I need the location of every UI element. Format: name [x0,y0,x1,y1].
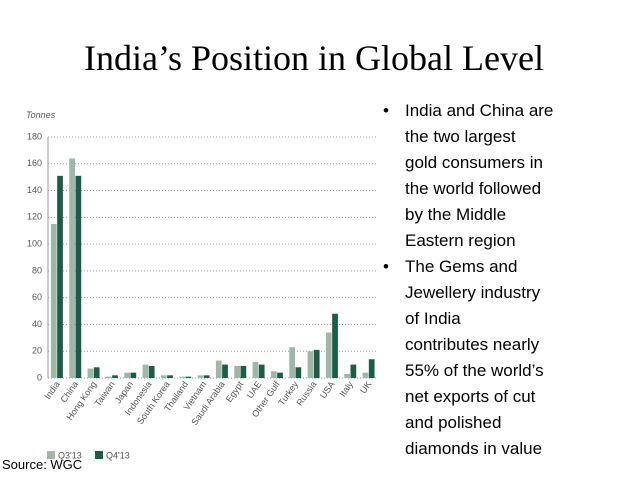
bar [215,360,222,378]
bullet-line: Jewellery industry [405,283,541,302]
y-tick-label: 80 [32,265,42,275]
bar [50,224,57,378]
bullet-line: contributes nearly [405,335,540,354]
y-tick-label: 0 [37,372,42,382]
y-tick-label: 20 [32,346,42,356]
bullet-line: of India [405,309,461,328]
bar [197,375,204,378]
bullet-line: The Gems and [405,257,517,276]
y-tick-label: 60 [32,292,42,302]
bar [160,375,167,378]
y-tick-label: 120 [27,212,42,222]
legend-label: Q4'13 [106,450,130,460]
bar [75,175,82,378]
legend-swatch [95,451,103,459]
x-tick-label: Egypt [224,379,246,404]
bullet-line: net exports of cut [405,387,536,406]
bar [252,361,259,378]
bar [87,368,94,378]
bar [142,364,149,378]
bar [130,372,137,378]
bar [344,373,350,378]
x-tick-label: UK [358,379,373,395]
bar [112,375,118,378]
bar [313,349,320,378]
bullet-line: India and China are [405,101,553,120]
y-tick-label: 40 [32,319,42,329]
x-tick-label: USA [318,379,337,400]
bar [270,371,277,378]
slide-title: India’s Position in Global Level [84,38,544,78]
bar [93,367,100,378]
y-axis-label: Tonnes [26,110,56,120]
bullet-line: 55% of the world’s [405,361,544,380]
bar [295,367,302,378]
bullet-line: Eastern region [405,231,516,250]
bar [362,372,369,378]
bar [69,158,75,378]
bullet-line: gold consumers in [405,153,543,172]
bar [258,364,265,378]
y-tick-label: 100 [27,238,42,248]
bullet-line: by the Middle [405,205,506,224]
bullet-line: the two largest [405,127,516,146]
y-tick-label: 140 [27,185,42,195]
bar [57,175,63,378]
bar [277,372,283,378]
x-tick-label: Russia [294,379,318,407]
bar [124,372,130,378]
bullet-dot: • [383,257,389,276]
bar [289,347,295,378]
bar [325,332,332,378]
bar [234,365,240,378]
bullet-line: the world followed [405,179,541,198]
bar [368,359,375,378]
legend-label: Q3'13 [58,450,82,460]
bar [179,376,185,378]
legend-swatch [47,451,55,459]
bar [240,365,247,378]
bar [203,375,210,378]
bullet-line: and polished [405,413,501,432]
bar [148,365,155,378]
bar [222,364,228,378]
source: Source: WGC [2,457,82,472]
bar [307,351,314,378]
bar [350,364,357,378]
y-tick-label: 180 [27,131,42,141]
bar [185,376,192,378]
bar [105,376,112,378]
x-tick-label: Italy [337,379,355,399]
bullet-line: diamonds in value [405,439,542,458]
y-tick-label: 160 [27,158,42,168]
bar [167,375,173,378]
bullet-dot: • [383,101,389,120]
bar [332,313,338,378]
